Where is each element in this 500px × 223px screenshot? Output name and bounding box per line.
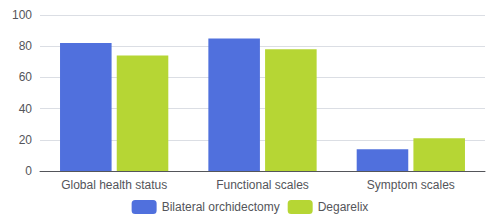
svg-text:60: 60 — [19, 70, 33, 84]
svg-text:100: 100 — [12, 8, 32, 22]
svg-text:40: 40 — [19, 102, 33, 116]
svg-text:0: 0 — [25, 164, 32, 178]
svg-text:Degarelix: Degarelix — [318, 200, 369, 214]
svg-text:20: 20 — [19, 133, 33, 147]
svg-text:Functional scales: Functional scales — [216, 178, 309, 192]
svg-text:Bilateral orchidectomy: Bilateral orchidectomy — [162, 200, 280, 214]
svg-text:80: 80 — [19, 39, 33, 53]
svg-text:Global health status: Global health status — [61, 178, 167, 192]
svg-text:Symptom scales: Symptom scales — [367, 178, 455, 192]
